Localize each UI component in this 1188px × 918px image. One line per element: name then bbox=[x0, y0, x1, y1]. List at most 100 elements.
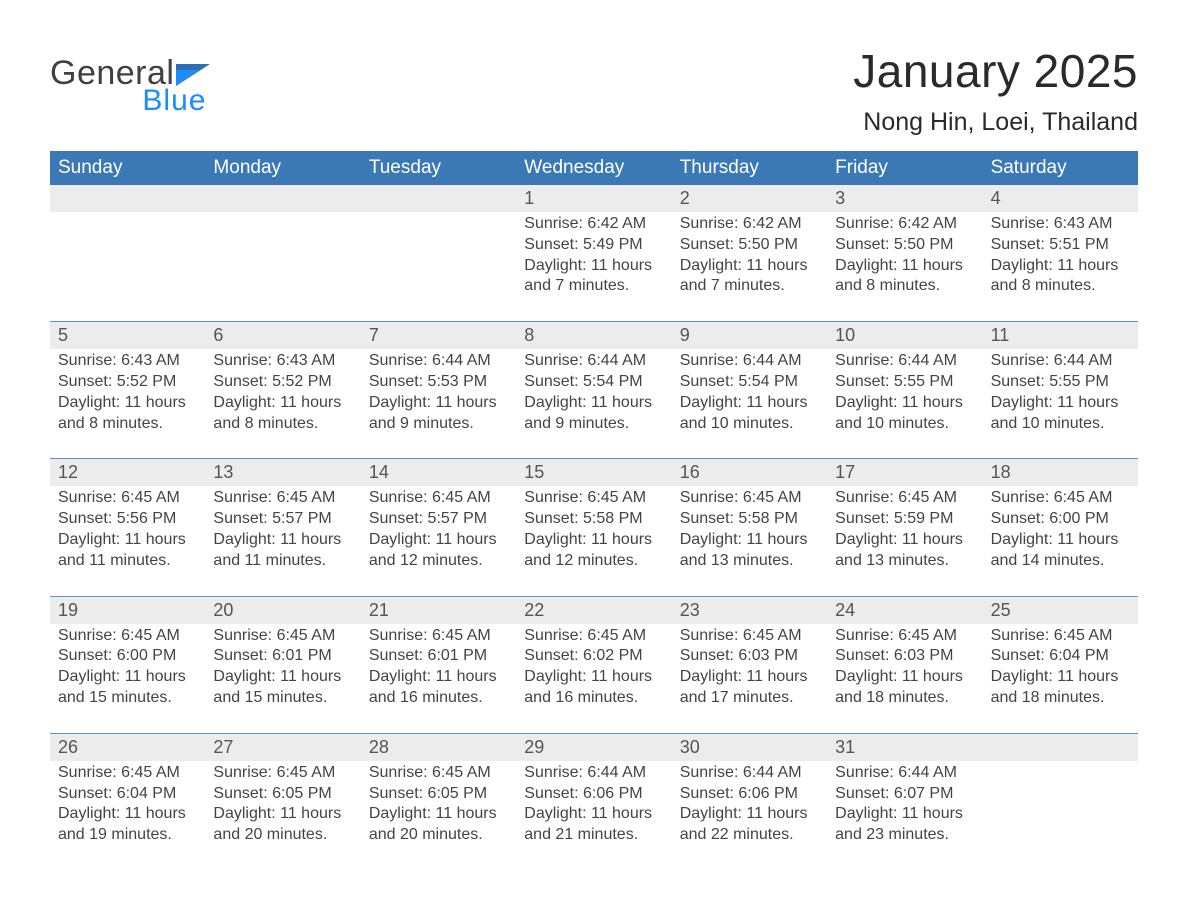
brand-logo: General Blue bbox=[50, 56, 210, 116]
sunset-line: Sunset: 6:06 PM bbox=[680, 784, 821, 805]
day-cell: Sunrise: 6:45 AMSunset: 6:05 PMDaylight:… bbox=[205, 761, 360, 846]
day-number: 28 bbox=[361, 734, 516, 761]
sunrise-line: Sunrise: 6:45 AM bbox=[369, 488, 510, 509]
daylight-line: Daylight: 11 hours and 18 minutes. bbox=[991, 667, 1132, 709]
day-number: 11 bbox=[983, 322, 1138, 349]
sunset-line: Sunset: 6:01 PM bbox=[213, 646, 354, 667]
daylight-line: Daylight: 11 hours and 16 minutes. bbox=[524, 667, 665, 709]
daylight-line: Daylight: 11 hours and 10 minutes. bbox=[680, 393, 821, 435]
day-number bbox=[205, 185, 360, 212]
daylight-line: Daylight: 11 hours and 8 minutes. bbox=[213, 393, 354, 435]
daylight-line: Daylight: 11 hours and 11 minutes. bbox=[213, 530, 354, 572]
title-block: January 2025 Nong Hin, Loei, Thailand bbox=[853, 44, 1138, 137]
dow-monday: Monday bbox=[205, 151, 360, 185]
flag-icon bbox=[176, 58, 210, 92]
sunset-line: Sunset: 6:02 PM bbox=[524, 646, 665, 667]
day-number: 20 bbox=[205, 597, 360, 624]
day-number bbox=[50, 185, 205, 212]
sunset-line: Sunset: 6:06 PM bbox=[524, 784, 665, 805]
daylight-line: Daylight: 11 hours and 19 minutes. bbox=[58, 804, 199, 846]
sunrise-line: Sunrise: 6:43 AM bbox=[991, 214, 1132, 235]
sunset-line: Sunset: 6:04 PM bbox=[58, 784, 199, 805]
day-cell: Sunrise: 6:45 AMSunset: 5:59 PMDaylight:… bbox=[827, 486, 982, 571]
sunrise-line: Sunrise: 6:45 AM bbox=[213, 488, 354, 509]
day-number: 29 bbox=[516, 734, 671, 761]
dow-thursday: Thursday bbox=[672, 151, 827, 185]
daylight-line: Daylight: 11 hours and 18 minutes. bbox=[835, 667, 976, 709]
location-label: Nong Hin, Loei, Thailand bbox=[853, 108, 1138, 137]
sunrise-line: Sunrise: 6:45 AM bbox=[991, 626, 1132, 647]
weeks-container: 1234Sunrise: 6:42 AMSunset: 5:49 PMDayli… bbox=[50, 185, 1138, 870]
calendar-page: General Blue January 2025 Nong Hin, Loei… bbox=[0, 0, 1188, 870]
sunrise-line: Sunrise: 6:43 AM bbox=[58, 351, 199, 372]
sunset-line: Sunset: 5:58 PM bbox=[524, 509, 665, 530]
sunset-line: Sunset: 5:58 PM bbox=[680, 509, 821, 530]
daylight-line: Daylight: 11 hours and 10 minutes. bbox=[835, 393, 976, 435]
details-row: Sunrise: 6:45 AMSunset: 6:00 PMDaylight:… bbox=[50, 624, 1138, 733]
day-cell: Sunrise: 6:42 AMSunset: 5:50 PMDaylight:… bbox=[827, 212, 982, 297]
daylight-line: Daylight: 11 hours and 9 minutes. bbox=[524, 393, 665, 435]
details-row: Sunrise: 6:42 AMSunset: 5:49 PMDaylight:… bbox=[50, 212, 1138, 321]
daylight-line: Daylight: 11 hours and 12 minutes. bbox=[524, 530, 665, 572]
day-number: 14 bbox=[361, 459, 516, 486]
sunrise-line: Sunrise: 6:44 AM bbox=[680, 763, 821, 784]
sunrise-line: Sunrise: 6:45 AM bbox=[213, 763, 354, 784]
sunset-line: Sunset: 6:03 PM bbox=[835, 646, 976, 667]
day-number bbox=[983, 734, 1138, 761]
month-title: January 2025 bbox=[853, 44, 1138, 98]
sunrise-line: Sunrise: 6:45 AM bbox=[58, 488, 199, 509]
daylight-line: Daylight: 11 hours and 15 minutes. bbox=[213, 667, 354, 709]
daylight-line: Daylight: 11 hours and 11 minutes. bbox=[58, 530, 199, 572]
day-cell: Sunrise: 6:45 AMSunset: 6:05 PMDaylight:… bbox=[361, 761, 516, 846]
sunset-line: Sunset: 5:54 PM bbox=[524, 372, 665, 393]
day-cell: Sunrise: 6:45 AMSunset: 5:56 PMDaylight:… bbox=[50, 486, 205, 571]
daylight-line: Daylight: 11 hours and 8 minutes. bbox=[991, 256, 1132, 298]
daylight-line: Daylight: 11 hours and 13 minutes. bbox=[680, 530, 821, 572]
sunrise-line: Sunrise: 6:45 AM bbox=[680, 626, 821, 647]
day-number: 26 bbox=[50, 734, 205, 761]
day-cell: Sunrise: 6:45 AMSunset: 6:00 PMDaylight:… bbox=[50, 624, 205, 709]
weekday-header: SundayMondayTuesdayWednesdayThursdayFrid… bbox=[50, 151, 1138, 185]
sunset-line: Sunset: 5:54 PM bbox=[680, 372, 821, 393]
sunset-line: Sunset: 6:03 PM bbox=[680, 646, 821, 667]
sunrise-line: Sunrise: 6:44 AM bbox=[835, 763, 976, 784]
daylight-line: Daylight: 11 hours and 23 minutes. bbox=[835, 804, 976, 846]
day-cell: Sunrise: 6:43 AMSunset: 5:52 PMDaylight:… bbox=[205, 349, 360, 434]
week-row: 12131415161718Sunrise: 6:45 AMSunset: 5:… bbox=[50, 458, 1138, 595]
day-number: 19 bbox=[50, 597, 205, 624]
sunset-line: Sunset: 5:55 PM bbox=[835, 372, 976, 393]
week-row: 567891011Sunrise: 6:43 AMSunset: 5:52 PM… bbox=[50, 321, 1138, 458]
sunset-line: Sunset: 6:05 PM bbox=[369, 784, 510, 805]
day-cell: Sunrise: 6:42 AMSunset: 5:50 PMDaylight:… bbox=[672, 212, 827, 297]
dow-saturday: Saturday bbox=[983, 151, 1138, 185]
daynum-row: 1234 bbox=[50, 185, 1138, 212]
daylight-line: Daylight: 11 hours and 15 minutes. bbox=[58, 667, 199, 709]
sunset-line: Sunset: 5:49 PM bbox=[524, 235, 665, 256]
sunrise-line: Sunrise: 6:45 AM bbox=[58, 626, 199, 647]
day-cell: Sunrise: 6:45 AMSunset: 6:02 PMDaylight:… bbox=[516, 624, 671, 709]
day-cell: Sunrise: 6:43 AMSunset: 5:52 PMDaylight:… bbox=[50, 349, 205, 434]
sunset-line: Sunset: 6:00 PM bbox=[58, 646, 199, 667]
sunrise-line: Sunrise: 6:45 AM bbox=[524, 488, 665, 509]
sunrise-line: Sunrise: 6:45 AM bbox=[680, 488, 821, 509]
sunset-line: Sunset: 5:51 PM bbox=[991, 235, 1132, 256]
day-cell bbox=[361, 212, 516, 297]
day-cell: Sunrise: 6:44 AMSunset: 6:06 PMDaylight:… bbox=[672, 761, 827, 846]
daylight-line: Daylight: 11 hours and 7 minutes. bbox=[524, 256, 665, 298]
sunrise-line: Sunrise: 6:44 AM bbox=[991, 351, 1132, 372]
day-number: 7 bbox=[361, 322, 516, 349]
daylight-line: Daylight: 11 hours and 21 minutes. bbox=[524, 804, 665, 846]
sunrise-line: Sunrise: 6:45 AM bbox=[524, 626, 665, 647]
sunrise-line: Sunrise: 6:42 AM bbox=[524, 214, 665, 235]
day-cell: Sunrise: 6:42 AMSunset: 5:49 PMDaylight:… bbox=[516, 212, 671, 297]
sunset-line: Sunset: 5:52 PM bbox=[58, 372, 199, 393]
dow-wednesday: Wednesday bbox=[516, 151, 671, 185]
calendar-grid: SundayMondayTuesdayWednesdayThursdayFrid… bbox=[50, 151, 1138, 870]
day-cell: Sunrise: 6:45 AMSunset: 5:57 PMDaylight:… bbox=[205, 486, 360, 571]
day-cell: Sunrise: 6:45 AMSunset: 5:58 PMDaylight:… bbox=[672, 486, 827, 571]
day-number: 9 bbox=[672, 322, 827, 349]
sunset-line: Sunset: 6:05 PM bbox=[213, 784, 354, 805]
day-cell: Sunrise: 6:45 AMSunset: 5:57 PMDaylight:… bbox=[361, 486, 516, 571]
daylight-line: Daylight: 11 hours and 8 minutes. bbox=[58, 393, 199, 435]
day-cell: Sunrise: 6:45 AMSunset: 6:03 PMDaylight:… bbox=[672, 624, 827, 709]
